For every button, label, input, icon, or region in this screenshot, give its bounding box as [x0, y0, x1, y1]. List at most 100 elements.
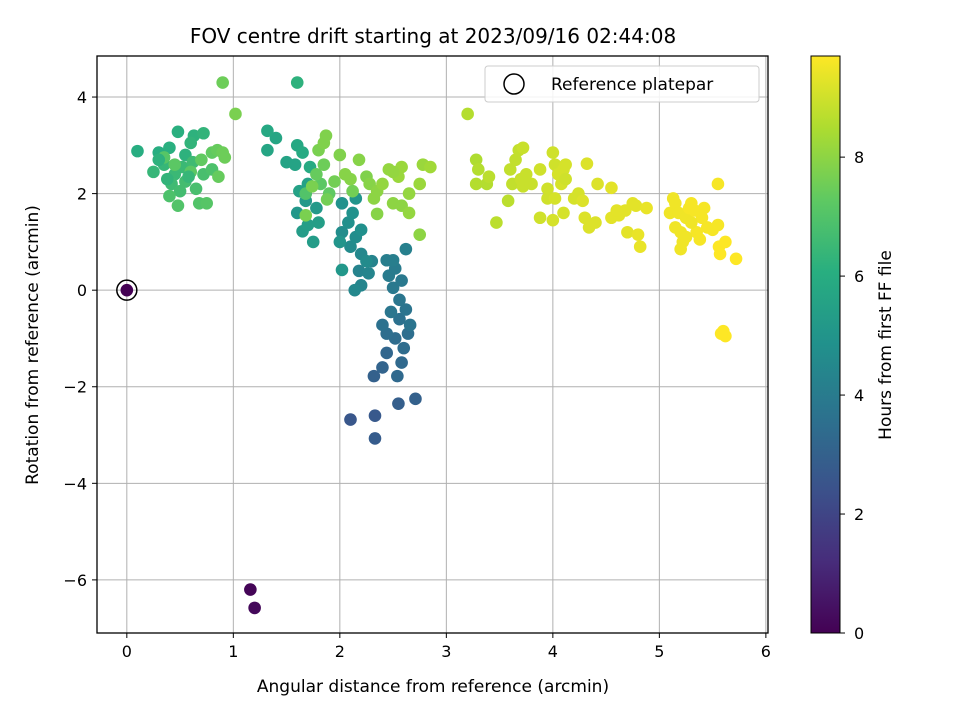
data-point: [216, 146, 229, 159]
data-point: [152, 153, 166, 167]
data-point: [163, 189, 176, 203]
colorbar-tick-label: 8: [854, 148, 864, 167]
data-point: [261, 124, 274, 138]
y-tick-label: −2: [63, 378, 87, 397]
data-point: [212, 170, 225, 184]
data-point: [312, 216, 325, 229]
y-tick-label: 0: [77, 281, 87, 300]
data-point: [729, 252, 743, 266]
data-point: [310, 201, 323, 215]
data-point: [335, 225, 349, 239]
y-tick-label: 2: [77, 185, 87, 204]
data-point: [368, 409, 382, 423]
data-point: [333, 235, 347, 249]
data-point: [393, 312, 406, 326]
data-point: [173, 184, 187, 198]
data-point: [376, 318, 389, 332]
plot-frame: [96, 55, 769, 634]
x-tick-label: 4: [548, 642, 558, 661]
data-point: [514, 172, 528, 186]
data-point: [342, 216, 355, 229]
data-point: [301, 218, 315, 232]
colorbar-label: Hours from first FF file: [876, 250, 896, 440]
data-point: [344, 413, 357, 426]
data-point: [621, 225, 634, 239]
data-point: [533, 211, 547, 225]
data-point: [197, 126, 210, 140]
data-point: [516, 141, 530, 155]
data-point: [509, 153, 522, 167]
x-tick-label: 2: [335, 642, 345, 661]
reference-marker: [116, 279, 138, 301]
y-axis-label: Rotation from reference (arcmin): [23, 205, 43, 485]
data-point: [305, 180, 319, 193]
data-point: [469, 153, 483, 167]
data-point: [402, 187, 416, 200]
data-point: [557, 206, 570, 220]
grid-lines: [97, 56, 768, 633]
data-point: [409, 392, 422, 406]
x-axis-label: Angular distance from reference (arcmin): [257, 677, 609, 697]
colorbar-gradient: [810, 55, 841, 634]
chart-title: FOV centre drift starting at 2023/09/16 …: [190, 24, 676, 48]
data-point: [413, 228, 427, 241]
data-point: [310, 167, 323, 181]
colorbar-tick-label: 0: [854, 624, 864, 643]
data-point: [280, 155, 293, 169]
data-point: [640, 201, 653, 215]
data-point: [605, 181, 618, 195]
data-point: [328, 175, 341, 188]
reference-marker-group: [116, 279, 138, 301]
legend-marker-icon: [503, 73, 525, 95]
data-point: [589, 216, 602, 229]
y-axis-ticks: −6 −4 −2 0 2 4: [63, 88, 97, 590]
data-point: [195, 153, 208, 167]
data-point: [395, 356, 408, 369]
data-point: [244, 583, 257, 596]
data-point: [296, 146, 309, 159]
data-point: [352, 264, 366, 278]
data-point: [610, 204, 624, 217]
data-point: [578, 211, 592, 225]
data-point: [501, 194, 515, 208]
data-point: [171, 199, 185, 212]
data-point: [714, 327, 728, 340]
data-point: [290, 76, 304, 89]
data-point: [120, 283, 134, 297]
data-point: [392, 397, 405, 410]
data-point: [360, 254, 373, 268]
data-point: [395, 274, 408, 287]
data-point: [333, 148, 347, 162]
data-point: [147, 165, 160, 179]
data-point: [317, 158, 331, 171]
data-point: [503, 163, 517, 176]
data-point: [354, 223, 368, 237]
data-point: [669, 196, 682, 210]
data-point: [576, 194, 589, 208]
data-point: [533, 163, 547, 176]
y-tick-label: 4: [77, 88, 87, 107]
data-point: [393, 293, 406, 307]
data-point: [320, 193, 334, 206]
data-point: [163, 141, 176, 155]
data-point: [306, 235, 320, 249]
data-point: [346, 206, 359, 220]
data-point: [248, 601, 261, 615]
data-point: [200, 196, 214, 210]
data-point: [541, 182, 554, 196]
data-point: [482, 170, 496, 184]
data-point: [679, 230, 693, 244]
data-point: [719, 235, 732, 249]
data-point: [461, 107, 474, 121]
data-point: [629, 199, 643, 212]
data-point: [319, 129, 333, 142]
data-point: [697, 201, 711, 215]
data-point: [695, 211, 709, 225]
data-point: [693, 233, 707, 246]
data-point: [469, 177, 483, 191]
data-point: [685, 216, 698, 229]
data-point: [348, 283, 362, 297]
data-point: [559, 172, 572, 186]
data-point: [182, 170, 195, 184]
